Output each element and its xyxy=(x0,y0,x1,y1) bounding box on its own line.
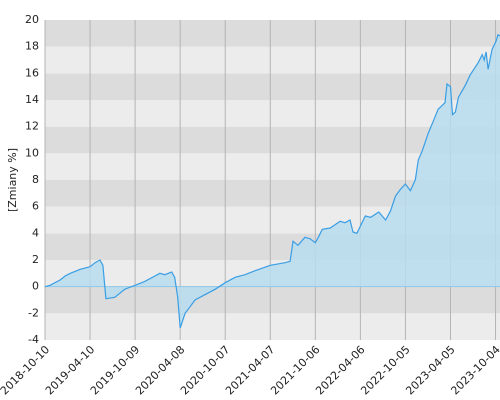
y-tick-label: 12 xyxy=(25,120,39,133)
background-band xyxy=(45,313,500,340)
y-axis-label: [Zmiany %] xyxy=(6,148,19,212)
y-tick-label: 10 xyxy=(25,146,39,159)
y-tick-label: 4 xyxy=(32,226,39,239)
y-tick-label: 14 xyxy=(25,93,39,106)
y-tick-label: 16 xyxy=(25,66,39,79)
background-band xyxy=(45,20,500,47)
line xyxy=(44,33,500,329)
y-tick-label: 6 xyxy=(32,200,39,213)
y-tick-label: 2 xyxy=(32,253,39,266)
background-band xyxy=(45,73,500,100)
y-tick-label: 0 xyxy=(32,280,39,293)
y-tick-label: 18 xyxy=(25,40,39,53)
background-band xyxy=(45,100,500,127)
y-tick-label: 8 xyxy=(32,173,39,186)
y-tick-label: 20 xyxy=(25,13,39,26)
area xyxy=(45,34,500,328)
y-tick-label: -2 xyxy=(28,306,39,319)
background-band xyxy=(45,46,500,74)
y-tick-label: -4 xyxy=(28,333,39,346)
